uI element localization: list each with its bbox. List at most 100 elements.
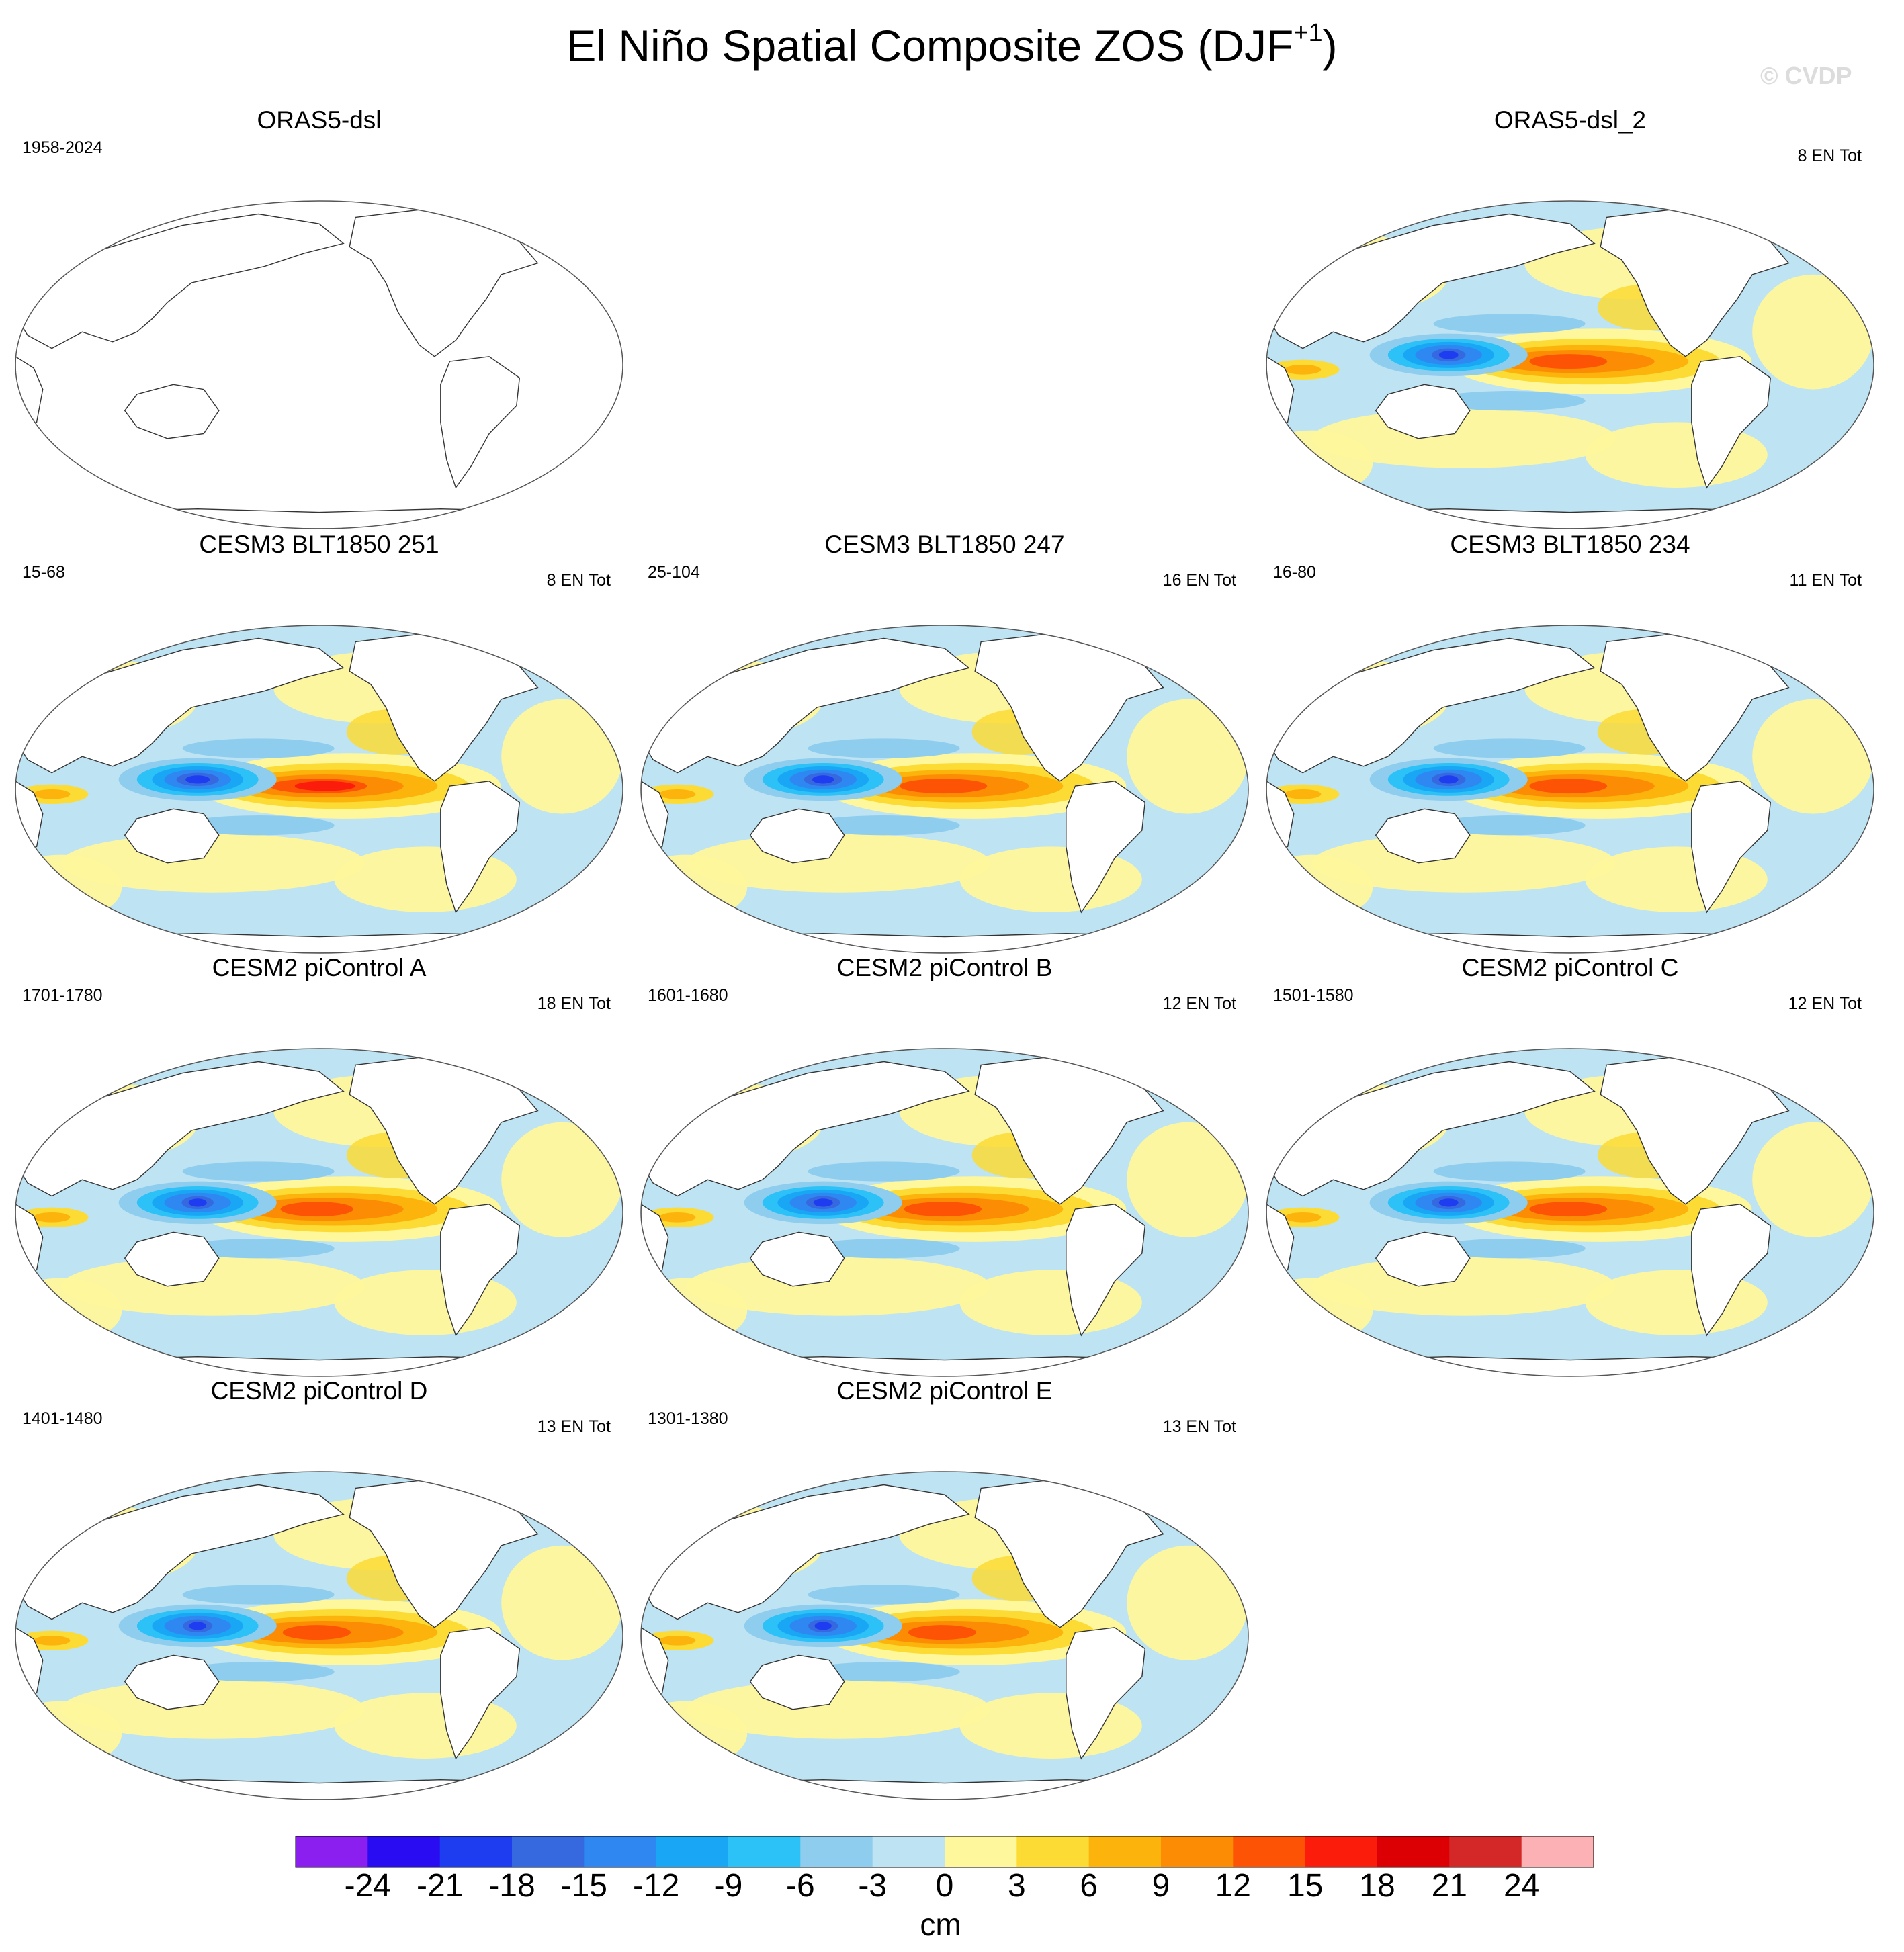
panel-title: CESM3 BLT1850 234 — [1450, 531, 1690, 558]
panel-years: 25-104 — [648, 563, 700, 582]
map-panel-cesm2-c: CESM2 piControl C 1501-1580 12 EN Tot — [1261, 954, 1879, 1377]
colorbar-tick-label: -24 — [344, 1868, 391, 1904]
land-antarc — [686, 1779, 1203, 1800]
land-antarc — [60, 508, 578, 529]
colorbar-box — [1305, 1836, 1378, 1867]
colorbar-box — [1088, 1836, 1162, 1867]
map-panel-cesm2-d: CESM2 piControl D 1401-1480 13 EN Tot — [10, 1377, 628, 1800]
colorbar-box — [872, 1836, 945, 1867]
map-panel-cesm2-e: CESM2 piControl E 1301-1380 13 EN Tot — [636, 1377, 1254, 1800]
panel-years: 1401-1480 — [22, 1409, 103, 1428]
land-asia — [15, 1061, 345, 1197]
map-plot — [1266, 625, 1874, 954]
land-antarc — [60, 1356, 578, 1376]
panel-event-count: 8 EN Tot — [546, 571, 611, 590]
colorbar-tick-label: 18 — [1359, 1868, 1395, 1904]
map-panel-oras5-dsl-2: ORAS5-dsl_2 8 EN Tot — [1261, 106, 1879, 529]
colorbar-tick-label: -15 — [560, 1868, 607, 1904]
land-asia — [15, 1484, 345, 1620]
colorbar-box — [1233, 1836, 1306, 1867]
land-asia — [641, 1061, 970, 1197]
map-plot — [15, 200, 623, 529]
land-antarc — [60, 932, 578, 953]
colorbar-tick-label: 3 — [1007, 1868, 1026, 1904]
map-plot — [640, 1471, 1249, 1800]
land-samer — [440, 1627, 521, 1760]
map-plot — [15, 1048, 623, 1377]
panel-title: CESM3 BLT1850 251 — [199, 531, 439, 558]
land-austr — [1375, 384, 1471, 439]
panel-title: CESM2 piControl D — [210, 1377, 428, 1405]
land-asia — [15, 637, 345, 774]
land-antarc — [1311, 1356, 1829, 1376]
panel-title: ORAS5-dsl_2 — [1494, 106, 1647, 134]
land-austr — [124, 808, 220, 864]
panel-title: CESM2 piControl B — [836, 954, 1053, 981]
land-asia — [641, 1484, 970, 1620]
land-austr — [749, 808, 845, 864]
land-samer — [1066, 1627, 1146, 1760]
colorbar-tick-label: 9 — [1152, 1868, 1170, 1904]
colorbar-box — [1521, 1836, 1594, 1867]
map-plot — [1266, 200, 1874, 529]
figure-title: El Niño Spatial Composite ZOS (DJF+1) — [566, 19, 1338, 71]
land-antarc — [1311, 932, 1829, 953]
colorbar-box — [1016, 1836, 1090, 1867]
map-panel-cesm3-234: CESM3 BLT1850 234 16-80 11 EN Tot — [1261, 531, 1879, 954]
colorbar-tick-label: 0 — [935, 1868, 954, 1904]
colorbar-box — [1377, 1836, 1450, 1867]
land-antarc — [686, 1356, 1203, 1376]
land-samer — [1066, 1204, 1146, 1337]
land-antarc — [60, 1779, 578, 1800]
map-panel-cesm3-247: CESM3 BLT1850 247 25-104 16 EN Tot — [636, 531, 1254, 954]
colorbar-tick-label: 6 — [1080, 1868, 1098, 1904]
land-asia — [1266, 1061, 1596, 1197]
map-plot — [15, 1471, 623, 1800]
map-panel-cesm2-a: CESM2 piControl A 1701-1780 18 EN Tot — [10, 954, 628, 1377]
panel-event-count: 12 EN Tot — [1788, 994, 1862, 1013]
map-panel-cesm3-251: CESM3 BLT1850 251 15-68 8 EN Tot — [10, 531, 628, 954]
panel-years: 1701-1780 — [22, 986, 103, 1005]
colorbar-tick-label: -18 — [488, 1868, 535, 1904]
colorbar-box — [296, 1836, 368, 1867]
land-antarc — [686, 932, 1203, 953]
land-austr — [1375, 808, 1471, 864]
colorbar-box — [367, 1836, 441, 1867]
colorbar-tick-label: 21 — [1431, 1868, 1467, 1904]
colorbar-box — [1449, 1836, 1522, 1867]
colorbar-tick-label: -3 — [858, 1868, 888, 1904]
panel-years: 1501-1580 — [1273, 986, 1354, 1005]
colorbar-tick-label: 15 — [1287, 1868, 1324, 1904]
land-austr — [749, 1654, 845, 1710]
colorbar-box — [945, 1836, 1017, 1867]
colorbar-tick-label: -21 — [417, 1868, 464, 1904]
panel-event-count: 11 EN Tot — [1789, 571, 1862, 590]
panel-title: ORAS5-dsl — [257, 106, 382, 134]
panel-years: 1958-2024 — [22, 138, 103, 157]
panel-event-count: 12 EN Tot — [1162, 994, 1236, 1013]
colorbar-box — [1161, 1836, 1234, 1867]
land-asia — [1266, 637, 1596, 774]
colorbar-units: cm — [920, 1907, 961, 1942]
colorbar-tick-label: -12 — [633, 1868, 680, 1904]
colorbar-box — [800, 1836, 873, 1867]
land-austr — [124, 1231, 220, 1287]
panel-years: 15-68 — [22, 563, 65, 582]
colorbar-tick-label: -6 — [785, 1868, 815, 1904]
map-plot — [640, 625, 1249, 954]
panel-title: CESM2 piControl E — [836, 1377, 1053, 1405]
colorbar-box — [439, 1836, 513, 1867]
land-austr — [749, 1231, 845, 1287]
land-austr — [124, 384, 220, 439]
panel-years: 1601-1680 — [648, 986, 728, 1005]
land-samer — [440, 781, 521, 914]
colorbar-box — [656, 1836, 729, 1867]
panel-years: 1301-1380 — [648, 1409, 728, 1428]
panel-event-count: 18 EN Tot — [537, 994, 611, 1013]
panel-event-count: 13 EN Tot — [1162, 1417, 1236, 1436]
colorbar-tick-label: 12 — [1215, 1868, 1251, 1904]
panel-title: CESM3 BLT1850 247 — [824, 531, 1065, 558]
land-samer — [1691, 356, 1772, 489]
colorbar-box — [512, 1836, 585, 1867]
land-samer — [1066, 781, 1146, 914]
